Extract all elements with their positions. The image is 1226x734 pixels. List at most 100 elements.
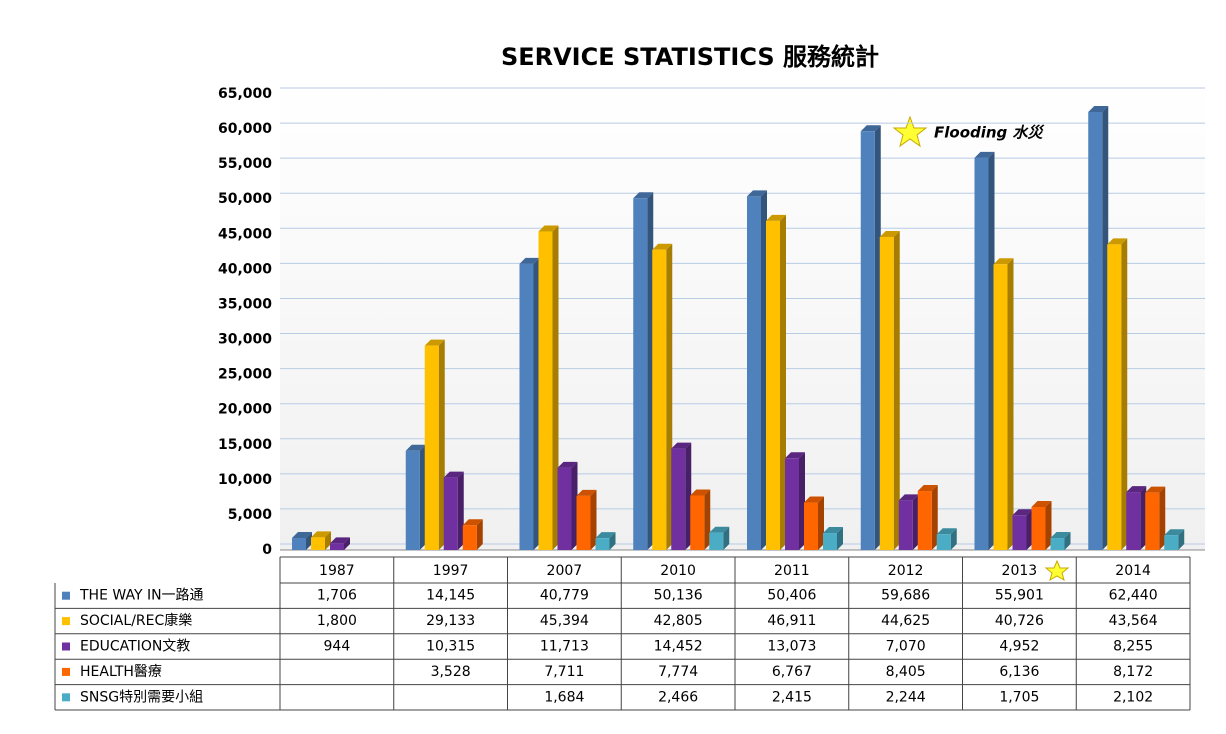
legend-label: HEALTH醫療 (80, 663, 162, 680)
bar-top (766, 214, 786, 221)
y-tick-label: 60,000 (218, 121, 272, 137)
bar (424, 345, 439, 550)
bar (804, 502, 818, 550)
y-tick-label: 0 (262, 542, 272, 558)
bar (557, 467, 572, 550)
table-value: 42,805 (654, 613, 703, 629)
legend-swatch (62, 591, 70, 600)
bar (766, 220, 780, 550)
bar (823, 533, 837, 550)
bar (785, 458, 799, 550)
bar-top (936, 528, 957, 535)
table-value: 1,705 (999, 689, 1039, 705)
bar-side (344, 537, 350, 550)
bar (974, 157, 989, 550)
y-tick-label: 40,000 (218, 261, 272, 277)
table-value: 6,136 (999, 664, 1039, 680)
table-value: 55,901 (995, 588, 1044, 604)
bar (1164, 535, 1179, 550)
bar-top (557, 461, 578, 468)
bar (462, 525, 477, 550)
bar-side (457, 471, 464, 550)
table-value: 8,255 (1113, 639, 1153, 655)
bar-side (590, 489, 597, 550)
bar-top (709, 526, 730, 533)
x-tick-label: 1987 (319, 563, 355, 579)
y-tick-label: 45,000 (218, 226, 272, 242)
bar (595, 538, 610, 550)
y-tick-label: 30,000 (218, 332, 272, 348)
table-value: 8,405 (886, 664, 926, 680)
bar-top (690, 489, 711, 496)
bar-side (306, 532, 312, 550)
bar-side (1178, 529, 1185, 550)
bar (519, 263, 534, 550)
bar-side (1064, 532, 1071, 550)
bar (1088, 111, 1103, 550)
bar-top (1031, 500, 1052, 507)
bar-side (1102, 105, 1109, 550)
bar (879, 236, 894, 550)
bar (709, 532, 724, 550)
bar (330, 543, 344, 550)
bar-side (685, 442, 692, 550)
table-value: 13,073 (767, 639, 816, 655)
bar-side (874, 125, 881, 550)
bar-top (405, 444, 426, 451)
bar-top (1088, 105, 1109, 112)
bar-side (1026, 509, 1033, 550)
bar-side (837, 527, 843, 550)
bar-top (292, 532, 312, 539)
bar-top (519, 257, 540, 264)
bar-side (950, 528, 957, 550)
bar (633, 198, 648, 550)
y-tick-label: 50,000 (218, 191, 272, 207)
table-value: 43,564 (1109, 613, 1158, 629)
bar (1031, 506, 1046, 550)
bar-side (571, 461, 578, 550)
bar (860, 131, 875, 550)
bar (538, 231, 553, 550)
bar-side (988, 151, 995, 550)
bar-side (704, 489, 711, 550)
legend-label: THE WAY IN一路通 (79, 588, 204, 604)
table-value: 4,952 (999, 639, 1039, 655)
bar (993, 264, 1008, 550)
bar-top (1012, 509, 1033, 516)
table-value: 14,452 (654, 639, 703, 655)
x-tick-label: 2007 (547, 563, 583, 579)
bar-side (818, 496, 824, 550)
bar-side (666, 243, 673, 550)
table-value: 1,684 (544, 689, 584, 705)
table-value: 50,136 (654, 588, 703, 604)
bar (292, 538, 306, 550)
bar-top (671, 442, 692, 449)
table-value: 40,726 (995, 613, 1044, 629)
table-value: 8,172 (1113, 664, 1153, 680)
table-value: 2,244 (886, 689, 926, 705)
legend-swatch (62, 617, 70, 626)
bar-top (993, 258, 1014, 265)
bar-top (1050, 532, 1071, 539)
y-tick-label: 15,000 (218, 437, 272, 453)
bar-side (1159, 486, 1166, 550)
y-tick-label: 65,000 (218, 86, 272, 102)
table-value: 59,686 (881, 588, 930, 604)
bar-top (1145, 486, 1166, 493)
bar-side (761, 190, 767, 551)
table-value: 14,145 (426, 588, 475, 604)
bar (671, 448, 686, 550)
table-value: 45,394 (540, 613, 589, 629)
bar-top (443, 471, 464, 478)
x-tick-label: 2013 (1002, 563, 1038, 579)
bar (1107, 244, 1122, 551)
bar-top (879, 230, 900, 237)
bar-top (747, 190, 767, 197)
table-value: 29,133 (426, 613, 475, 629)
bar-side (552, 225, 559, 550)
bar (936, 534, 951, 550)
bar-top (652, 243, 673, 250)
bar-top (860, 125, 881, 132)
bar-top (462, 519, 483, 526)
table-value: 7,711 (544, 664, 584, 680)
